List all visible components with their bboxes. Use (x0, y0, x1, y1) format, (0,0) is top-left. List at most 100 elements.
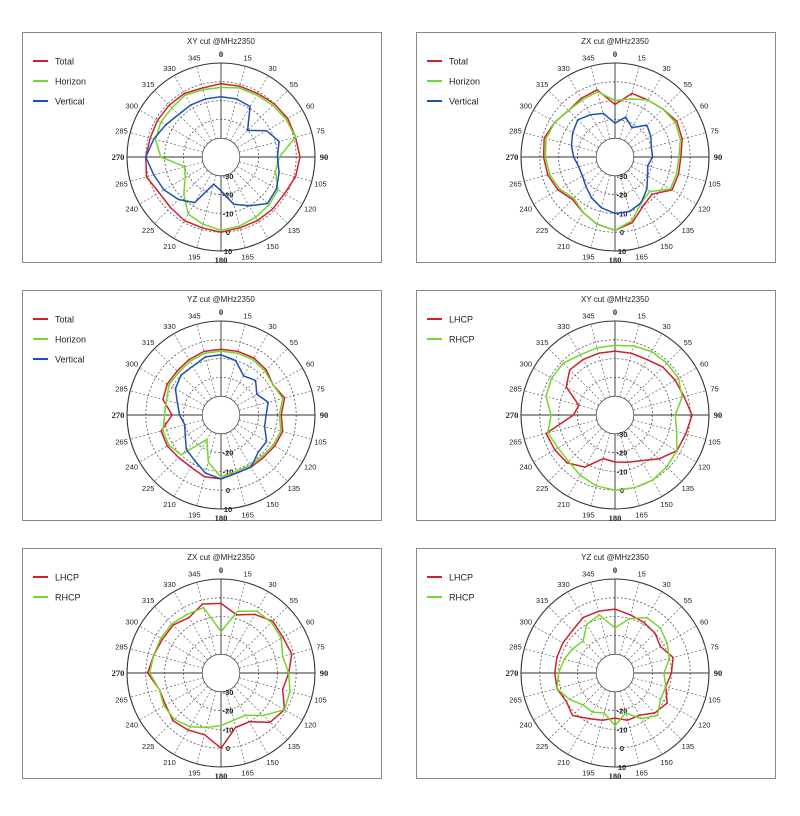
angle-tick-label: 90 (320, 410, 329, 420)
angle-tick-label: 180 (609, 255, 622, 264)
radius-tick-label: -20 (223, 191, 234, 200)
radius-tick-label: 0 (620, 228, 624, 237)
grid-spoke (548, 606, 602, 660)
radius-tick-label: 10 (618, 763, 626, 772)
grid-spoke (154, 90, 208, 144)
angle-tick-label: 180 (609, 513, 622, 522)
legend-label: Total (449, 57, 468, 67)
angle-tick-label: 30 (662, 322, 670, 331)
legend-label: RHCP (449, 335, 475, 345)
grid-spoke (548, 348, 602, 402)
chart-title: XY cut @MHz2350 (581, 295, 650, 304)
radius-tick-label: -30 (617, 430, 628, 439)
angle-tick-label: 165 (241, 510, 254, 519)
angle-tick-label: 345 (188, 312, 201, 321)
grid-spoke (237, 109, 303, 148)
polar-chart-svg: YZ cut @MHz2350 0 15 30 55 60 75 90 105 120 135 150… (33, 295, 329, 522)
angle-tick-label: 120 (304, 721, 317, 730)
grid-spoke (631, 109, 697, 148)
angle-tick-label: 225 (142, 484, 155, 493)
grid-spoke (524, 132, 597, 153)
angle-tick-label: 55 (290, 596, 298, 605)
grid-spoke (631, 682, 697, 721)
grid-spoke (234, 428, 288, 482)
grid-spoke (548, 90, 602, 144)
angle-tick-label: 300 (126, 102, 139, 111)
grid-spoke (139, 109, 205, 148)
grid-spoke (524, 677, 597, 698)
legend-label: Vertical (449, 97, 479, 107)
series-trace (542, 89, 683, 232)
angle-tick-label: 330 (163, 64, 176, 73)
series-trace (146, 602, 293, 749)
angle-tick-label: 15 (637, 570, 645, 579)
grid-spoke (173, 591, 212, 657)
angle-tick-label: 285 (115, 384, 128, 393)
angle-tick-label: 195 (188, 252, 201, 261)
series-trace (145, 96, 280, 207)
radius-tick-label: -10 (617, 467, 628, 476)
grid-spoke (239, 677, 312, 698)
angle-tick-label: 120 (698, 721, 711, 730)
grid-spoke (239, 419, 312, 440)
series-trace (544, 90, 682, 232)
polar-chart-svg: YZ cut @MHz2350 0 15 30 55 60 75 90 105 120 135 150… (427, 553, 722, 780)
angle-tick-label: 345 (582, 570, 595, 579)
series-trace (556, 614, 671, 727)
polar-chart-svg: ZX cut @MHz2350 0 15 30 55 60 75 90 105 120 135 150… (33, 553, 328, 780)
radius-tick-label: 0 (620, 744, 624, 753)
angle-tick-label: 75 (316, 384, 324, 393)
radius-tick-label: -30 (617, 172, 628, 181)
legend-label: Horizon (55, 335, 86, 345)
series-trace (174, 354, 269, 480)
angle-tick-label: 55 (684, 80, 692, 89)
angle-tick-label: 345 (582, 312, 595, 321)
angle-tick-label: 270 (112, 668, 125, 678)
legend-label: RHCP (55, 593, 81, 603)
grid-spoke (628, 348, 682, 402)
angle-tick-label: 15 (637, 54, 645, 63)
grid-spoke (624, 591, 663, 657)
angle-tick-label: 210 (557, 242, 570, 251)
grid-spoke (225, 433, 246, 506)
grid-spoke (225, 66, 246, 139)
radius-tick-label: 10 (224, 247, 232, 256)
grid-spoke (524, 161, 597, 182)
grid-spoke (173, 75, 212, 141)
chart-title: YZ cut @MHz2350 (581, 553, 649, 562)
grid-spoke (234, 348, 288, 402)
angle-tick-label: 315 (142, 338, 155, 347)
grid-spoke (567, 689, 606, 755)
grid-spoke (130, 648, 203, 669)
polar-chart-panel: YZ cut @MHz2350 0 15 30 55 60 75 90 105 120 135 150… (22, 290, 382, 522)
grid-spoke (567, 75, 606, 141)
grid-spoke (239, 648, 312, 669)
angle-tick-label: 120 (304, 463, 317, 472)
grid-spoke (590, 324, 611, 397)
grid-spoke (633, 390, 706, 411)
angle-tick-label: 60 (700, 102, 708, 111)
grid-spoke (173, 431, 212, 497)
grid-spoke (567, 333, 606, 399)
radius-tick-label: -10 (223, 725, 234, 734)
grid-spoke (130, 677, 203, 698)
chart-title: YZ cut @MHz2350 (187, 295, 255, 304)
angle-tick-label: 240 (520, 721, 533, 730)
grid-spoke (548, 170, 602, 224)
grid-spoke (628, 428, 682, 482)
angle-tick-label: 300 (126, 360, 139, 369)
series-trace (545, 344, 683, 491)
angle-tick-label: 225 (536, 484, 549, 493)
angle-tick-label: 240 (126, 463, 139, 472)
radius-tick-label: -20 (223, 707, 234, 716)
angle-tick-label: 300 (126, 618, 139, 627)
angle-tick-label: 55 (290, 338, 298, 347)
polar-chart-svg: XY cut @MHz2350 0 15 30 55 60 75 90 105 120 135 150… (427, 295, 723, 522)
grid-spoke (633, 161, 706, 182)
angle-tick-label: 90 (714, 410, 723, 420)
angle-tick-label: 300 (520, 102, 533, 111)
grid-spoke (139, 424, 205, 463)
angle-tick-label: 195 (582, 510, 595, 519)
grid-spoke (631, 166, 697, 205)
angle-tick-label: 180 (215, 771, 228, 780)
